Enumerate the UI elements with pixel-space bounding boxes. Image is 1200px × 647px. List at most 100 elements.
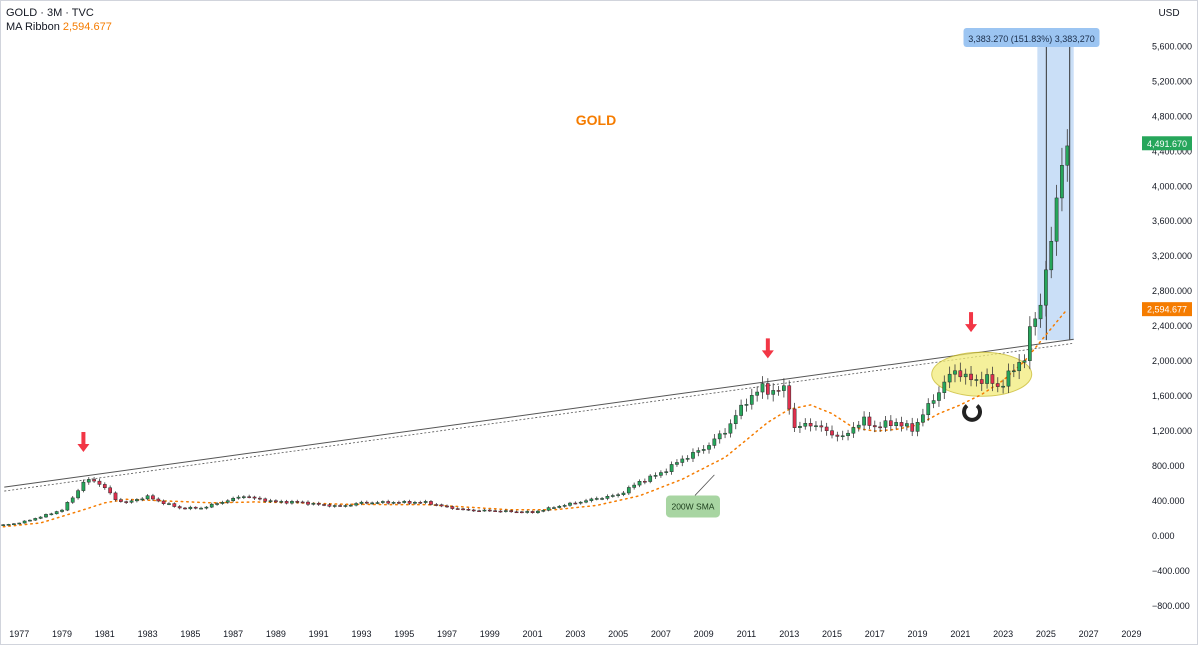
candle <box>498 510 503 513</box>
candle <box>44 514 48 518</box>
candle <box>359 501 364 504</box>
candle <box>995 383 1000 387</box>
candle <box>824 426 829 431</box>
candle <box>65 502 70 511</box>
candle <box>33 518 38 521</box>
candle <box>974 379 979 381</box>
y-tick-label: 2,800.000 <box>1152 286 1192 296</box>
x-tick-label: 2019 <box>908 629 928 639</box>
candle <box>284 501 289 504</box>
ma-ribbon-line: MA Ribbon 2,594.677 <box>6 20 112 34</box>
candle <box>306 501 310 505</box>
candle <box>953 370 957 375</box>
candle <box>12 523 16 525</box>
candle <box>819 425 824 428</box>
candle <box>605 496 610 499</box>
y-tick-label: 5,600.000 <box>1152 41 1192 51</box>
candle <box>525 511 530 513</box>
ma-ribbon-line <box>0 308 1069 528</box>
candle <box>792 408 797 428</box>
candle <box>140 498 145 501</box>
candle <box>637 481 642 486</box>
candle <box>1006 370 1011 387</box>
candle <box>49 513 54 516</box>
candle <box>749 395 754 405</box>
candle <box>343 505 348 507</box>
candle <box>102 484 107 488</box>
candle <box>268 500 273 502</box>
magnet-icon <box>962 404 983 422</box>
candle <box>263 498 268 502</box>
candle <box>1017 362 1022 372</box>
x-tick-label: 2027 <box>1079 629 1099 639</box>
candle <box>787 385 792 410</box>
candle <box>38 516 43 519</box>
candle <box>316 503 321 505</box>
x-tick-label: 2015 <box>822 629 842 639</box>
candle <box>290 501 294 504</box>
candle <box>942 381 947 393</box>
candle <box>1065 145 1070 166</box>
candle <box>760 383 765 393</box>
chart-title: GOLD <box>576 112 616 128</box>
x-tick-label: 2025 <box>1036 629 1056 639</box>
price-chart[interactable]: GOLD 200W SMA 3,383.270 (151.83%) 3,383,27… <box>0 0 1140 620</box>
candle <box>808 423 813 427</box>
candle <box>124 501 129 503</box>
candle <box>739 404 743 416</box>
candle <box>17 522 22 525</box>
candle <box>552 507 556 509</box>
candle <box>375 502 380 504</box>
candle <box>899 422 904 427</box>
candle <box>156 498 161 502</box>
candle <box>937 392 941 401</box>
candle <box>370 502 375 505</box>
candle <box>803 423 808 427</box>
candle <box>562 505 567 507</box>
sma-note-text: 200W SMA <box>671 501 714 511</box>
candle <box>685 458 690 460</box>
candle <box>1033 318 1038 327</box>
candle <box>691 452 695 459</box>
down-arrow-icon <box>965 312 978 333</box>
candle <box>594 498 599 500</box>
candle <box>172 503 177 507</box>
candle <box>215 503 219 505</box>
candle <box>573 502 578 505</box>
x-tick-label: 1989 <box>266 629 286 639</box>
candle <box>311 503 316 505</box>
sma-note-pointer <box>694 474 715 496</box>
candle <box>931 400 936 404</box>
candle <box>429 501 433 505</box>
candle <box>765 383 770 395</box>
candle <box>862 416 866 426</box>
candle <box>568 502 572 506</box>
candle <box>536 510 540 514</box>
candle <box>782 385 786 391</box>
candle <box>546 507 551 511</box>
x-tick-label: 2017 <box>865 629 885 639</box>
candle <box>621 492 626 495</box>
candle <box>910 423 915 432</box>
candle <box>188 506 193 510</box>
x-tick-label: 2005 <box>608 629 628 639</box>
x-tick-label: 1983 <box>138 629 158 639</box>
candle <box>418 501 423 504</box>
candle <box>391 502 396 504</box>
candle <box>701 449 706 451</box>
candle <box>659 472 663 476</box>
candle <box>921 414 925 423</box>
candle <box>717 433 722 440</box>
candle <box>830 430 834 436</box>
candle <box>744 404 749 406</box>
candle <box>626 487 631 494</box>
candle <box>856 424 861 428</box>
candle <box>963 373 968 378</box>
currency-button[interactable]: USD <box>1146 4 1192 24</box>
y-tick-label: 1,200.000 <box>1152 426 1192 436</box>
candle <box>145 495 150 500</box>
candle <box>471 509 476 512</box>
last-price-label: 4,491.670 <box>1147 139 1187 149</box>
candle <box>990 374 995 384</box>
